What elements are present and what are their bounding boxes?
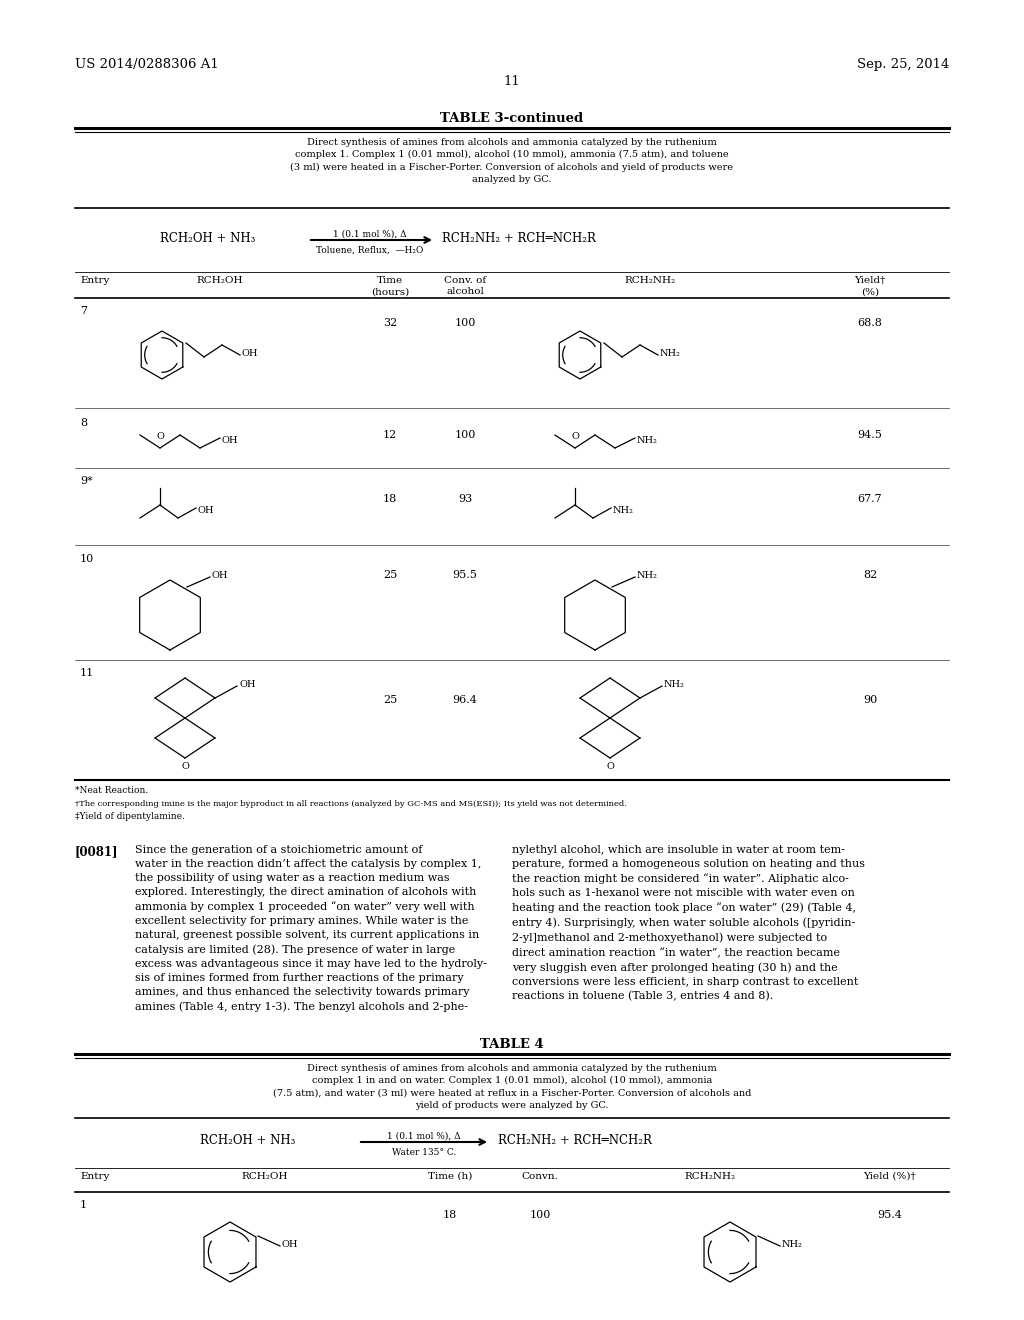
- Text: Convn.: Convn.: [521, 1172, 558, 1181]
- Text: Yield†
(%): Yield† (%): [854, 276, 886, 296]
- Text: O: O: [606, 762, 614, 771]
- Text: NH₂: NH₂: [660, 348, 681, 358]
- Text: US 2014/0288306 A1: US 2014/0288306 A1: [75, 58, 219, 71]
- Text: RCH₂OH: RCH₂OH: [242, 1172, 288, 1181]
- Text: NH₂: NH₂: [664, 680, 685, 689]
- Text: 90: 90: [863, 696, 878, 705]
- Text: Entry: Entry: [80, 1172, 110, 1181]
- Text: 100: 100: [455, 318, 476, 327]
- Text: Time (h): Time (h): [428, 1172, 472, 1181]
- Text: 1 (0.1 mol %), Δ: 1 (0.1 mol %), Δ: [333, 230, 407, 239]
- Text: OH: OH: [212, 572, 228, 579]
- Text: 1: 1: [80, 1200, 87, 1210]
- Text: O: O: [181, 762, 189, 771]
- Text: 100: 100: [529, 1210, 551, 1220]
- Text: OH: OH: [222, 436, 239, 445]
- Text: 9*: 9*: [80, 477, 93, 486]
- Text: *Neat Reaction.: *Neat Reaction.: [75, 785, 148, 795]
- Text: Water 135° C.: Water 135° C.: [392, 1148, 456, 1158]
- Text: 1 (0.1 mol %), Δ: 1 (0.1 mol %), Δ: [387, 1133, 461, 1140]
- Text: RCH₂OH + NH₃: RCH₂OH + NH₃: [200, 1134, 295, 1147]
- Text: ‡Yield of dipentylamine.: ‡Yield of dipentylamine.: [75, 812, 185, 821]
- Text: Conv. of
alcohol: Conv. of alcohol: [444, 276, 486, 296]
- Text: Direct synthesis of amines from alcohols and ammonia catalyzed by the ruthenium
: Direct synthesis of amines from alcohols…: [272, 1064, 752, 1110]
- Text: 18: 18: [442, 1210, 457, 1220]
- Text: 11: 11: [504, 75, 520, 88]
- Text: 25: 25: [383, 696, 397, 705]
- Text: O: O: [571, 432, 579, 441]
- Text: 100: 100: [455, 430, 476, 440]
- Text: †The corresponding imine is the major byproduct in all reactions (analyzed by GC: †The corresponding imine is the major by…: [75, 800, 627, 808]
- Text: 18: 18: [383, 494, 397, 504]
- Text: OH: OH: [242, 348, 258, 358]
- Text: NH₂: NH₂: [782, 1239, 803, 1249]
- Text: TABLE 3-continued: TABLE 3-continued: [440, 112, 584, 125]
- Text: 82: 82: [863, 570, 878, 579]
- Text: Toluene, Reflux,  —H₂O: Toluene, Reflux, —H₂O: [316, 246, 424, 255]
- Text: 96.4: 96.4: [453, 696, 477, 705]
- Text: Since the generation of a stoichiometric amount of
water in the reaction didn’t : Since the generation of a stoichiometric…: [135, 845, 486, 1012]
- Text: 7: 7: [80, 306, 87, 315]
- Text: 11: 11: [80, 668, 94, 678]
- Text: 95.5: 95.5: [453, 570, 477, 579]
- Text: 67.7: 67.7: [858, 494, 883, 504]
- Text: TABLE 4: TABLE 4: [480, 1038, 544, 1051]
- Text: NH₂: NH₂: [637, 572, 657, 579]
- Text: 94.5: 94.5: [857, 430, 883, 440]
- Text: O: O: [156, 432, 164, 441]
- Text: Yield (%)†: Yield (%)†: [863, 1172, 916, 1181]
- Text: Sep. 25, 2014: Sep. 25, 2014: [857, 58, 949, 71]
- Text: 95.4: 95.4: [878, 1210, 902, 1220]
- Text: OH: OH: [239, 680, 256, 689]
- Text: OH: OH: [198, 506, 214, 515]
- Text: NH₂: NH₂: [637, 436, 657, 445]
- Text: RCH₂NH₂ + RCH═NCH₂R: RCH₂NH₂ + RCH═NCH₂R: [498, 1134, 652, 1147]
- Text: [0081]: [0081]: [75, 845, 119, 858]
- Text: Time
(hours): Time (hours): [371, 276, 410, 296]
- Text: Entry: Entry: [80, 276, 110, 285]
- Text: 8: 8: [80, 418, 87, 428]
- Text: 93: 93: [458, 494, 472, 504]
- Text: RCH₂NH₂: RCH₂NH₂: [684, 1172, 735, 1181]
- Text: 12: 12: [383, 430, 397, 440]
- Text: NH₂: NH₂: [613, 506, 634, 515]
- Text: nylethyl alcohol, which are insoluble in water at room tem-
perature, formed a h: nylethyl alcohol, which are insoluble in…: [512, 845, 865, 1002]
- Text: 32: 32: [383, 318, 397, 327]
- Text: 68.8: 68.8: [857, 318, 883, 327]
- Text: RCH₂NH₂: RCH₂NH₂: [625, 276, 676, 285]
- Text: 10: 10: [80, 554, 94, 564]
- Text: 25: 25: [383, 570, 397, 579]
- Text: OH: OH: [282, 1239, 299, 1249]
- Text: RCH₂NH₂ + RCH═NCH₂R: RCH₂NH₂ + RCH═NCH₂R: [442, 232, 596, 246]
- Text: RCH₂OH: RCH₂OH: [197, 276, 244, 285]
- Text: RCH₂OH + NH₃: RCH₂OH + NH₃: [160, 232, 255, 246]
- Text: Direct synthesis of amines from alcohols and ammonia catalyzed by the ruthenium
: Direct synthesis of amines from alcohols…: [291, 139, 733, 183]
